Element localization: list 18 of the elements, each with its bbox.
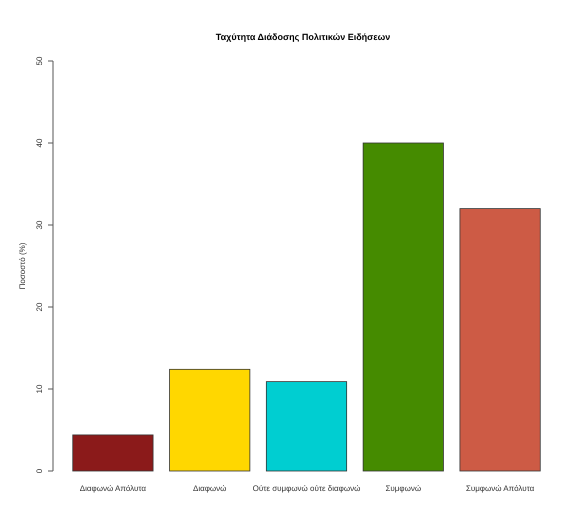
x-tick-label: Συμφωνώ Απόλυτα — [466, 484, 535, 493]
y-axis-title: Ποσοστό (%) — [18, 242, 27, 290]
y-tick-label: 20 — [35, 302, 44, 312]
x-tick-label: Διαφωνώ — [192, 484, 226, 493]
bar — [169, 368, 250, 472]
y-tick-label: 40 — [35, 138, 44, 148]
bar — [460, 208, 541, 472]
y-tick-label: 0 — [35, 468, 44, 474]
bar — [362, 142, 444, 472]
bar — [72, 434, 154, 472]
y-tick-label: 10 — [35, 384, 44, 394]
x-tick-label: Ούτε συμφωνώ ούτε διαφωνώ — [252, 484, 360, 493]
chart-title: Ταχύτητα Διάδοσης Πολιτικών Ειδήσεων — [216, 32, 390, 42]
bar — [266, 381, 348, 472]
x-tick-label: Διαφωνώ Απόλυτα — [80, 484, 146, 493]
y-tick-label: 50 — [35, 56, 44, 66]
x-tick-label: Συμφωνώ — [385, 484, 422, 493]
y-tick-label: 30 — [35, 220, 44, 230]
